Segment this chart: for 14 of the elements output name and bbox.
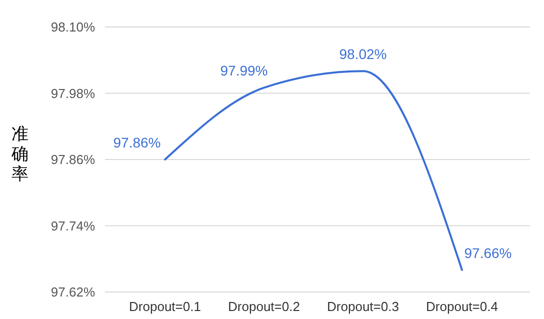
x-tick-label: Dropout=0.1 [129,299,201,314]
y-tick-label: 97.98% [50,86,96,101]
y-tick-label: 97.86% [50,152,96,168]
x-tick-label: Dropout=0.4 [426,299,498,314]
y-axis-title: 准确率 [10,124,28,184]
x-tick-label: Dropout=0.2 [228,299,300,314]
data-label: 97.86% [113,134,161,150]
x-tick-label: Dropout=0.3 [327,299,399,314]
y-tick-label: 97.62% [50,284,96,300]
data-label: 97.99% [220,62,268,79]
y-tick-label: 97.74% [50,218,96,234]
y-tick-label: 98.10% [50,20,96,35]
data-label: 98.02% [339,46,387,62]
data-label: 97.66% [464,244,512,261]
